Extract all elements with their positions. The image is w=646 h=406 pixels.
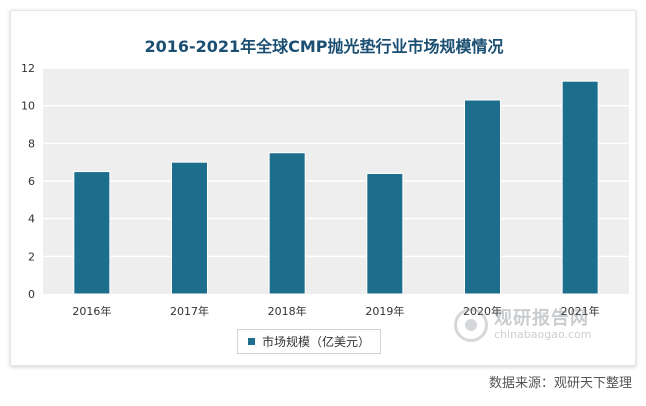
- bar: [268, 152, 306, 295]
- legend: 市场规模（亿美元）: [237, 329, 382, 354]
- bar: [464, 99, 501, 295]
- watermark-url: chinabaogao.com: [494, 327, 592, 341]
- y-tick-label: 12: [21, 62, 35, 75]
- x-tick-label: 2018年: [268, 304, 307, 318]
- chart-card: 2016-2021年全球CMP抛光垫行业市场规模情况 0 2 4 6 8 10 12 2016…: [10, 10, 636, 366]
- y-tick-label: 6: [28, 175, 35, 188]
- chart-title: 2016-2021年全球CMP抛光垫行业市场规模情况: [144, 37, 504, 56]
- x-tick-label: 2016年: [72, 304, 111, 318]
- bar: [73, 171, 111, 295]
- x-tick-label: 2019年: [365, 304, 404, 318]
- watermark-logo-icon: [454, 308, 488, 342]
- legend-label: 市场规模（亿美元）: [262, 335, 371, 349]
- x-tick-label: 2017年: [170, 304, 209, 318]
- y-tick-label: 4: [28, 213, 35, 226]
- bar: [171, 161, 208, 295]
- x-tick-label: 2021年: [561, 304, 600, 318]
- y-tick-label: 0: [28, 288, 35, 301]
- data-source: 数据来源：观研天下整理: [488, 376, 632, 391]
- y-tick-label: 10: [21, 100, 35, 113]
- bar: [366, 172, 404, 295]
- y-tick-label: 8: [28, 137, 35, 150]
- bar: [561, 80, 599, 295]
- y-tick-label: 2: [28, 250, 35, 263]
- legend-swatch: [248, 338, 255, 345]
- watermark: 观研报告网 chinabaogao.com: [454, 308, 592, 342]
- watermark-text: 观研报告网: [494, 308, 589, 330]
